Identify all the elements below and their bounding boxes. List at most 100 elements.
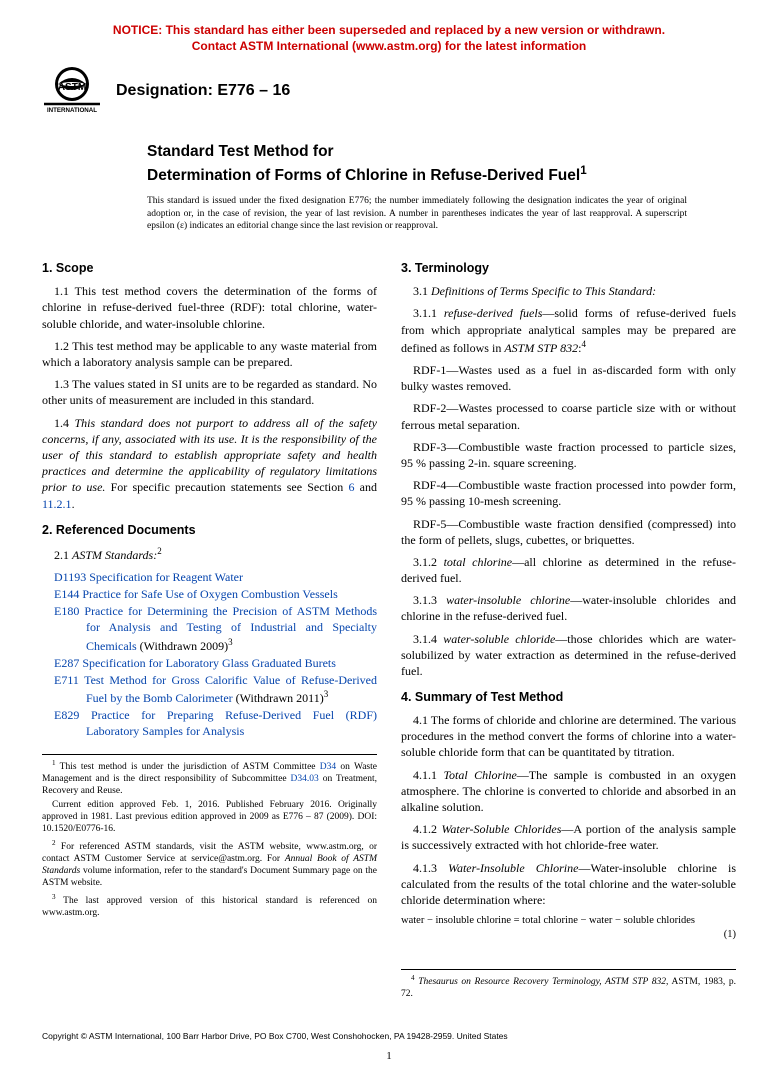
rdf-1: RDF-1—Wastes used as a fuel in as-discar… (401, 362, 736, 394)
fn2-b: volume information, refer to the standar… (42, 866, 377, 888)
ref-code: E180 (54, 604, 79, 618)
footnote-4: 4 Thesaurus on Resource Recovery Termino… (401, 974, 736, 1001)
title-footnote-marker: 1 (580, 164, 586, 177)
summary-4-1-1: 4.1.1 Total Chlorine—The sample is combu… (401, 767, 736, 816)
s411-lead: 4.1.1 (413, 768, 443, 782)
footnote-3: 3 The last approved version of this hist… (42, 893, 377, 920)
page-number: 1 (42, 1049, 736, 1064)
equation-1: water − insoluble chlorine = total chlor… (401, 914, 736, 942)
ref-title: Practice for Safe Use of Oxygen Combusti… (82, 587, 337, 601)
ref-item: E180 Practice for Determining the Precis… (54, 603, 377, 654)
ref-tail: (Withdrawn 2009) (137, 639, 229, 653)
ref-item: E144 Practice for Safe Use of Oxygen Com… (54, 586, 377, 602)
fn4-italic: Thesaurus on Resource Recovery Terminolo… (418, 977, 666, 987)
astm-logo: ASTM INTERNATIONAL (42, 62, 102, 118)
t312-term: total chlorine (444, 555, 513, 569)
t313-lead: 3.1.3 (413, 593, 446, 607)
ref-code: E144 (54, 587, 79, 601)
ref-link[interactable]: E829 Practice for Preparing Refuse-Deriv… (54, 708, 377, 738)
p4-tail2: and (354, 480, 377, 494)
equation-text: water − insoluble chlorine = total chlor… (401, 915, 695, 926)
t314-term: water-soluble chloride (443, 632, 555, 646)
rdf-4: RDF-4—Combustible waste fraction process… (401, 477, 736, 509)
right-footnotes: 4 Thesaurus on Resource Recovery Termino… (401, 969, 736, 1001)
scope-heading: 1. Scope (42, 260, 377, 277)
refdocs-sub-num: 2.1 (54, 548, 72, 562)
ref-code: E829 (54, 708, 79, 722)
copyright-line: Copyright © ASTM International, 100 Barr… (42, 1031, 736, 1042)
designation-label: Designation: E776 – 16 (116, 80, 290, 102)
equation-number: (1) (724, 928, 736, 942)
title-main: Determination of Forms of Chlorine in Re… (147, 163, 736, 187)
ref-link[interactable]: D1193 Specification for Reagent Water (54, 570, 243, 584)
ref-tail-sup: 3 (324, 689, 329, 699)
svg-text:ASTM: ASTM (58, 82, 86, 93)
title-main-text: Determination of Forms of Chlorine in Re… (147, 167, 580, 184)
refdocs-sub-italic: ASTM Standards: (72, 548, 157, 562)
summary-heading: 4. Summary of Test Method (401, 689, 736, 706)
rdf-5: RDF-5—Combustible waste fraction densifi… (401, 516, 736, 548)
t31-italic: Definitions of Terms Specific to This St… (431, 284, 656, 298)
footnote-1: 1 This test method is under the jurisdic… (42, 759, 377, 798)
t311-sup: 4 (581, 339, 586, 349)
ref-title: Test Method for Gross Calorific Value of… (84, 673, 377, 705)
summary-4-1-2: 4.1.2 Water-Soluble Chlorides—A portion … (401, 821, 736, 853)
ref-item: D1193 Specification for Reagent Water (54, 569, 377, 585)
ref-item: E287 Specification for Laboratory Glass … (54, 655, 377, 671)
refdocs-heading: 2. Referenced Documents (42, 522, 377, 539)
document-page: NOTICE: This standard has either been su… (0, 0, 778, 1082)
ref-tail-sup: 3 (228, 637, 233, 647)
s412-term: Water-Soluble Chlorides (442, 822, 562, 836)
footnote-1b: Current edition approved Feb. 1, 2016. P… (42, 800, 377, 836)
t311-term: refuse-derived fuels (444, 306, 542, 320)
committee-d34-link[interactable]: D34 (320, 762, 336, 772)
subcommittee-d3403-link[interactable]: D34.03 (291, 774, 319, 784)
term-3-1-4: 3.1.4 water-soluble chloride—those chlor… (401, 631, 736, 680)
scope-1-1: 1.1 This test method covers the determin… (42, 283, 377, 332)
scope-1-2: 1.2 This test method may be applicable t… (42, 338, 377, 370)
ref-title: Practice for Preparing Refuse-Derived Fu… (86, 708, 377, 738)
two-column-body: 1. Scope 1.1 This test method covers the… (42, 250, 736, 1003)
fn1-a: This test method is under the jurisdicti… (60, 762, 320, 772)
ref-title: Specification for Reagent Water (89, 570, 243, 584)
s412-lead: 4.1.2 (413, 822, 442, 836)
ref-link[interactable]: E144 Practice for Safe Use of Oxygen Com… (54, 587, 338, 601)
p4-lead: 1.4 (54, 416, 74, 430)
t311-lead: 3.1.1 (413, 306, 444, 320)
scope-1-4: 1.4 This standard does not purport to ad… (42, 415, 377, 512)
notice-line-1: NOTICE: This standard has either been su… (113, 23, 665, 37)
p4-tail3: . (72, 497, 75, 511)
supersession-notice: NOTICE: This standard has either been su… (42, 22, 736, 54)
summary-4-1: 4.1 The forms of chloride and chlorine a… (401, 712, 736, 761)
term-3-1: 3.1 Definitions of Terms Specific to Thi… (401, 283, 736, 299)
ref-title: Specification for Laboratory Glass Gradu… (82, 656, 336, 670)
t31-lead: 3.1 (413, 284, 431, 298)
left-column: 1. Scope 1.1 This test method covers the… (42, 250, 377, 1003)
s413-term: Water-Insoluble Chlorine (448, 861, 578, 875)
footnote-2: 2 For referenced ASTM standards, visit t… (42, 839, 377, 890)
s411-term: Total Chlorine (443, 768, 516, 782)
ref-link[interactable]: E287 Specification for Laboratory Glass … (54, 656, 336, 670)
ref-code: D1193 (54, 570, 86, 584)
p4-tail: For specific precaution statements see S… (105, 480, 348, 494)
rdf-2: RDF-2—Wastes processed to coarse particl… (401, 400, 736, 432)
ref-tail: (Withdrawn 2011) (233, 691, 324, 705)
term-3-1-3: 3.1.3 water-insoluble chlorine—water-ins… (401, 592, 736, 624)
ref-item: E829 Practice for Preparing Refuse-Deriv… (54, 707, 377, 739)
s413-lead: 4.1.3 (413, 861, 448, 875)
ref-link[interactable]: E711 Test Method for Gross Calorific Val… (54, 673, 377, 705)
svg-text:INTERNATIONAL: INTERNATIONAL (47, 107, 97, 114)
t314-lead: 3.1.4 (413, 632, 443, 646)
issuance-note: This standard is issued under the fixed … (147, 195, 687, 232)
t313-term: water-insoluble chlorine (446, 593, 570, 607)
section-11-2-1-link[interactable]: 11.2.1 (42, 497, 72, 511)
notice-line-2: Contact ASTM International (www.astm.org… (192, 39, 586, 53)
left-footnotes: 1 This test method is under the jurisdic… (42, 754, 377, 920)
term-3-1-2: 3.1.2 total chlorine—all chlorine as det… (401, 554, 736, 586)
summary-4-1-3: 4.1.3 Water-Insoluble Chlorine—Water-ins… (401, 860, 736, 909)
title-block: Standard Test Method for Determination o… (147, 142, 736, 187)
rdf-3: RDF-3—Combustible waste fraction process… (401, 439, 736, 471)
refdocs-sub-sup: 2 (157, 546, 162, 556)
t312-lead: 3.1.2 (413, 555, 444, 569)
fn3-text: The last approved version of this histor… (42, 896, 377, 918)
